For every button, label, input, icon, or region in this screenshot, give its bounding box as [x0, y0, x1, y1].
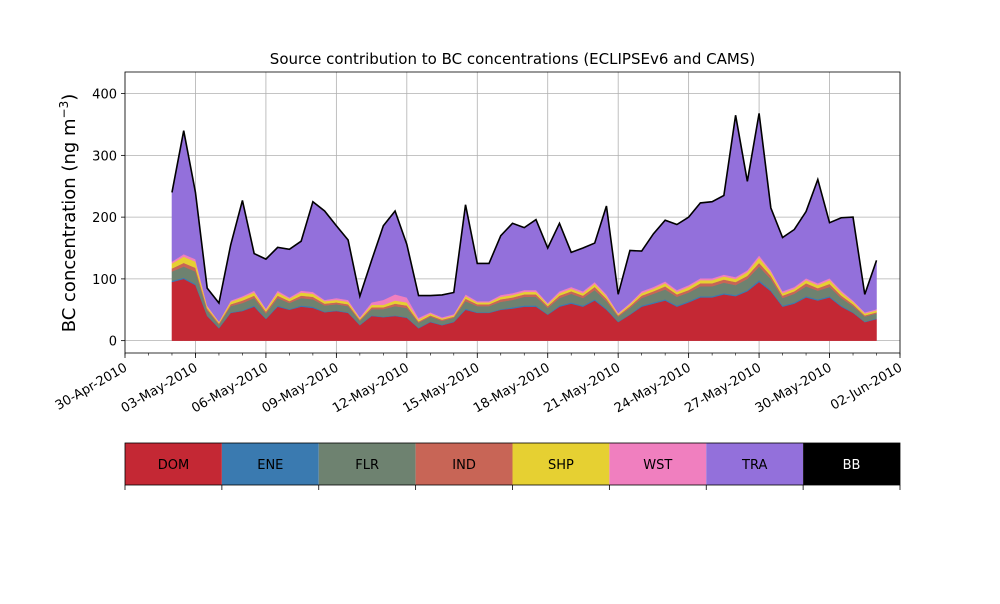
- y-axis: 0 100 200 300 400: [92, 88, 125, 350]
- x-tick-label: 27-May-2010: [682, 360, 764, 416]
- legend-label-ene: ENE: [257, 458, 283, 473]
- y-tick-label: 300: [92, 149, 117, 164]
- x-tick-label: 24-May-2010: [612, 360, 694, 416]
- legend-swatch-ind: [415, 443, 513, 485]
- legend-swatch-ene: [221, 443, 319, 485]
- x-tick-label: 02-Jun-2010: [828, 360, 905, 413]
- x-tick-label: 15-May-2010: [401, 360, 483, 416]
- legend-swatch-shp: [512, 443, 610, 485]
- legend-swatch-bb: [803, 443, 900, 485]
- y-axis-label: BC concentration (ng m−3): [57, 94, 80, 333]
- legend-swatch-wst: [609, 443, 707, 485]
- legend-swatch-tra: [706, 443, 804, 485]
- plot-frame: [124, 71, 901, 354]
- x-tick-label: 21-May-2010: [542, 360, 624, 416]
- legend-label-ind: IND: [452, 458, 476, 473]
- total-line: [171, 113, 878, 305]
- x-tick-label: 03-May-2010: [119, 360, 201, 416]
- legend-label-shp: SHP: [548, 458, 574, 473]
- y-axis-label-superscript: −3: [57, 101, 71, 119]
- y-tick-label: 0: [109, 335, 117, 350]
- y-tick-label: 200: [92, 211, 117, 226]
- x-axis: 30-Apr-201003-May-201006-May-201009-May-…: [53, 353, 905, 416]
- x-tick-label: 30-May-2010: [753, 360, 835, 416]
- plot-area: [124, 71, 901, 354]
- x-tick-label: 06-May-2010: [189, 360, 271, 416]
- y-tick-label: 100: [92, 273, 117, 288]
- legend-label-bb: BB: [843, 458, 861, 473]
- x-tick-label: 18-May-2010: [471, 360, 553, 416]
- legend-label-flr: FLR: [355, 458, 379, 473]
- legend-label-tra: TRA: [741, 458, 767, 473]
- y-tick-label: 400: [92, 88, 117, 103]
- legend-swatch-flr: [318, 443, 416, 485]
- x-tick-label: 09-May-2010: [260, 360, 342, 416]
- legend-label-wst: WST: [643, 458, 672, 473]
- chart-title: Source contribution to BC concentrations…: [270, 50, 755, 68]
- x-tick-label: 12-May-2010: [330, 360, 412, 416]
- legend-swatch-dom: [125, 443, 222, 485]
- legend-colorbar: DOM ENE FLR IND SHP WST TRA BB: [124, 442, 901, 490]
- legend-label-dom: DOM: [158, 458, 189, 473]
- x-tick-label: 30-Apr-2010: [53, 360, 130, 413]
